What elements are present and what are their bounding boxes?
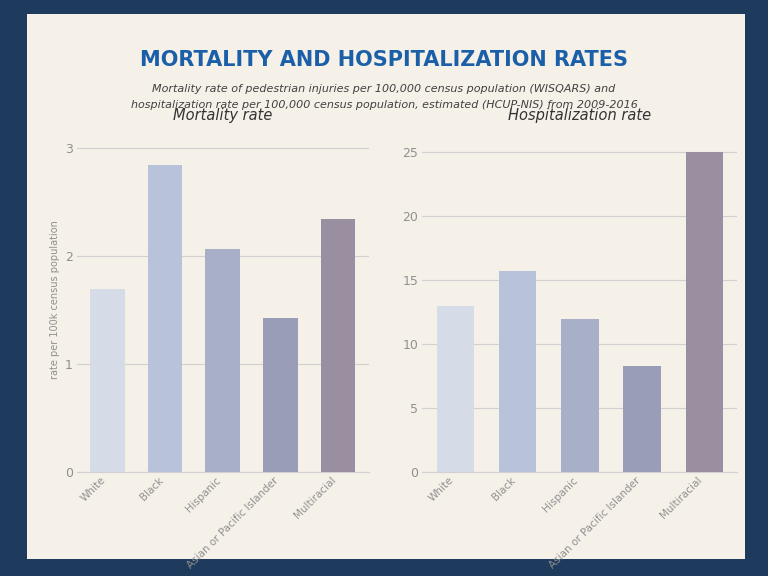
Title: Hospitalization rate: Hospitalization rate bbox=[508, 108, 651, 123]
Text: Mortality rate of pedestrian injuries per 100,000 census population (WISQARS) an: Mortality rate of pedestrian injuries pe… bbox=[152, 84, 616, 94]
Bar bbox=[561, 319, 598, 472]
Text: MORTALITY AND HOSPITALIZATION RATES: MORTALITY AND HOSPITALIZATION RATES bbox=[140, 51, 628, 70]
Bar bbox=[263, 318, 298, 472]
Title: Mortality rate: Mortality rate bbox=[173, 108, 273, 123]
Bar bbox=[321, 218, 356, 472]
Bar bbox=[90, 289, 124, 472]
Bar bbox=[624, 366, 660, 472]
Text: hospitalization rate per 100,000 census population, estimated (HCUP-NIS) from 20: hospitalization rate per 100,000 census … bbox=[131, 100, 637, 110]
Bar bbox=[499, 271, 536, 472]
Y-axis label: rate per 100k census population: rate per 100k census population bbox=[51, 220, 61, 379]
Bar bbox=[437, 306, 474, 472]
Bar bbox=[205, 249, 240, 472]
Bar bbox=[147, 165, 182, 472]
Bar bbox=[686, 152, 723, 472]
